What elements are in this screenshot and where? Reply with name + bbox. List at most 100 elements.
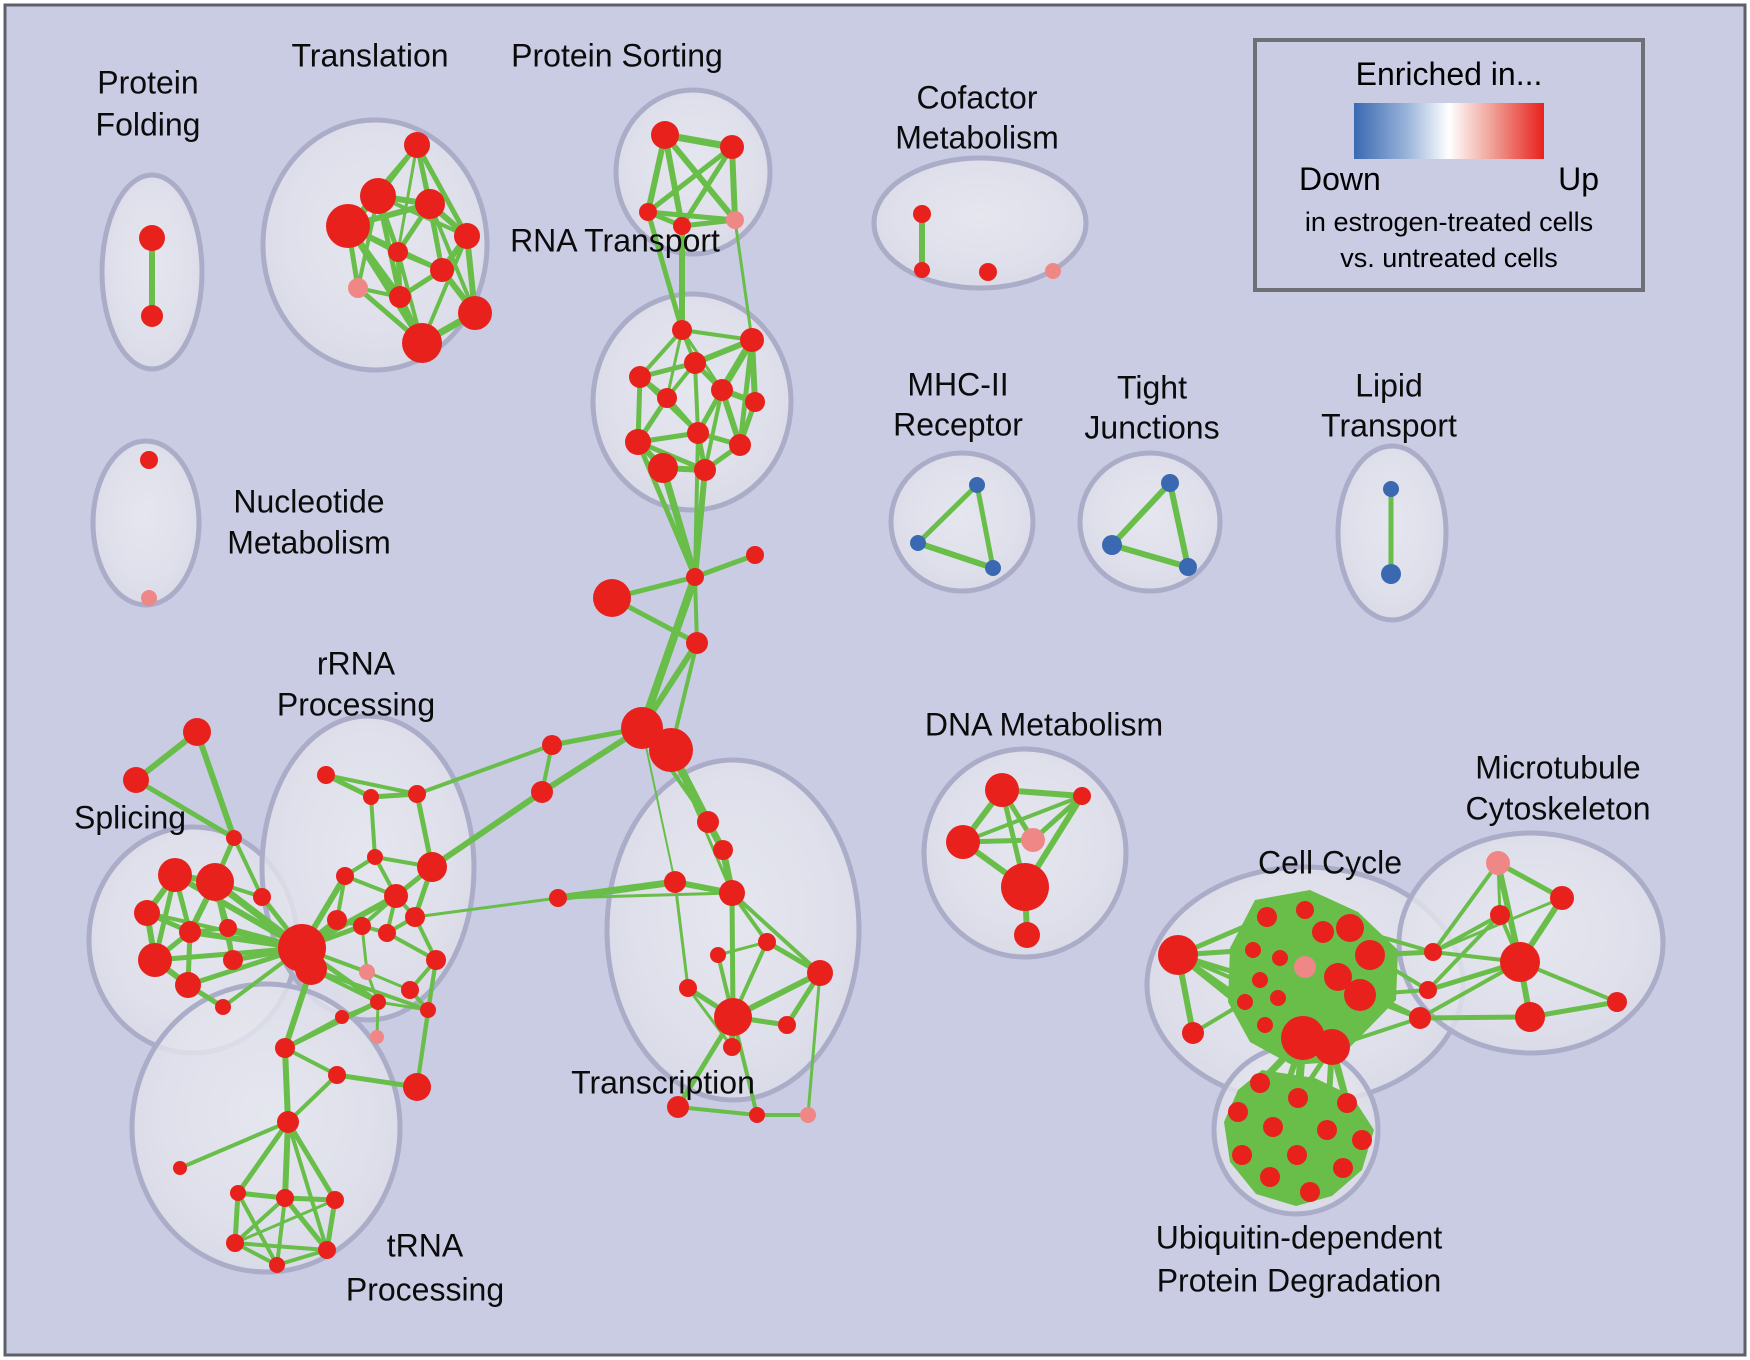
edge-rr11-b3 bbox=[414, 896, 559, 919]
cluster-ellipse-mhc-ii-receptor bbox=[888, 450, 1036, 594]
edge-r1-r7 bbox=[665, 329, 684, 399]
edge-tr4-tr9 bbox=[729, 892, 736, 1018]
cluster-labels-layer: Protein Folding Translation Protein Sorting… bbox=[74, 37, 1651, 1307]
node-tr5 bbox=[758, 933, 776, 951]
legend-caption-line2: vs. untreated cells bbox=[1340, 243, 1558, 273]
node-ps2 bbox=[720, 135, 744, 159]
node-s6 bbox=[138, 943, 172, 977]
node-rr6 bbox=[417, 852, 447, 882]
node-r4 bbox=[629, 366, 651, 388]
node-cc15 bbox=[1344, 979, 1376, 1011]
cluster-label-protein-sorting: Protein Sorting bbox=[511, 37, 723, 73]
node-hub2 bbox=[295, 953, 327, 985]
cluster-label-protein-folding: Protein bbox=[97, 64, 198, 100]
cluster-ellipse-tight-junctions bbox=[1077, 450, 1223, 594]
node-tr11 bbox=[723, 1038, 741, 1056]
node-cc18 bbox=[1314, 1029, 1350, 1065]
node-c2 bbox=[914, 262, 930, 278]
edge-tj1-tj2 bbox=[1109, 480, 1173, 548]
cluster-label-microtubule-cytoskeleton: Microtubule bbox=[1475, 749, 1640, 785]
edge-hub2-rr16 bbox=[310, 967, 429, 1012]
edge-st3-sl bbox=[232, 837, 264, 898]
cluster-label-rna-transport: RNA Transport bbox=[510, 222, 720, 258]
node-u9 bbox=[1287, 1145, 1307, 1165]
node-q1 bbox=[275, 1038, 295, 1058]
node-s4 bbox=[179, 921, 201, 943]
node-d5 bbox=[1001, 863, 1049, 911]
node-r8 bbox=[687, 422, 709, 444]
edge-th-tc bbox=[285, 1120, 338, 1202]
node-r3 bbox=[684, 352, 706, 374]
edge-st1-st3 bbox=[194, 731, 237, 839]
node-cc11 bbox=[1252, 972, 1268, 988]
node-tr12 bbox=[667, 1096, 689, 1118]
node-sl bbox=[253, 888, 271, 906]
node-mt6 bbox=[1607, 992, 1627, 1012]
node-s5 bbox=[219, 919, 237, 937]
cluster-label-lipid-transport: Transport bbox=[1321, 407, 1457, 443]
node-rr5 bbox=[336, 867, 354, 885]
node-b3 bbox=[549, 889, 567, 907]
edge-r2-r10 bbox=[737, 339, 755, 446]
node-c3 bbox=[979, 263, 997, 281]
edge-tj2-tj3 bbox=[1111, 542, 1189, 570]
node-r7 bbox=[657, 388, 677, 408]
node-d2 bbox=[1073, 787, 1091, 805]
node-rr15 bbox=[370, 994, 386, 1010]
node-u3 bbox=[1337, 1093, 1357, 1113]
edge-t1-t5 bbox=[414, 143, 470, 238]
node-cc10 bbox=[1355, 940, 1385, 970]
node-cc12 bbox=[1270, 990, 1286, 1006]
node-cj1 bbox=[1424, 943, 1442, 961]
cluster-label-ubiquitin-degradation: Protein Degradation bbox=[1157, 1262, 1442, 1298]
node-mt2 bbox=[1550, 886, 1574, 910]
edge-cj3-mt5 bbox=[1419, 1014, 1531, 1021]
legend: Enriched in... Down Up in estrogen-treat… bbox=[1253, 38, 1645, 292]
cluster-label-mhc-ii-receptor: Receptor bbox=[893, 406, 1023, 442]
node-n1 bbox=[140, 451, 158, 469]
edge-m1-m3 bbox=[974, 484, 996, 569]
cluster-label-cofactor-metabolism: Cofactor bbox=[917, 79, 1038, 115]
cluster-label-lipid-transport: Lipid bbox=[1355, 367, 1423, 403]
node-s7 bbox=[175, 972, 201, 998]
edge-th-tb bbox=[282, 1121, 291, 1199]
node-t1 bbox=[404, 132, 430, 158]
node-tr2 bbox=[713, 840, 733, 860]
edge-cj2-mt3 bbox=[1426, 913, 1502, 992]
edge-r5-r12 bbox=[703, 389, 724, 471]
cluster-label-translation: Translation bbox=[291, 37, 448, 73]
legend-up-label: Up bbox=[1558, 161, 1599, 197]
node-tr10 bbox=[778, 1016, 796, 1034]
cluster-label-tight-junctions: Junctions bbox=[1084, 409, 1219, 445]
node-ta bbox=[230, 1185, 246, 1201]
node-r2 bbox=[740, 328, 764, 352]
node-cc9 bbox=[1336, 914, 1364, 942]
edge-r8-j1 bbox=[693, 432, 700, 578]
node-cc4 bbox=[1296, 901, 1314, 919]
node-tb bbox=[276, 1189, 294, 1207]
node-rr7 bbox=[384, 884, 408, 908]
edge-tj1-tj3 bbox=[1167, 482, 1191, 568]
edge-q2-th bbox=[286, 1073, 339, 1124]
edge-tr11-tr8 bbox=[686, 987, 734, 1048]
cluster-label-cofactor-metabolism: Metabolism bbox=[895, 119, 1059, 155]
node-q4 bbox=[370, 1030, 384, 1044]
node-r9 bbox=[625, 429, 651, 455]
node-ps4 bbox=[673, 217, 691, 235]
node-l2 bbox=[1381, 564, 1401, 584]
legend-gradient-bar bbox=[1354, 103, 1544, 159]
node-rr14 bbox=[401, 981, 419, 999]
node-mt5 bbox=[1515, 1002, 1545, 1032]
node-u6 bbox=[1317, 1120, 1337, 1140]
cluster-label-rrna-processing: Processing bbox=[277, 686, 435, 722]
edge-r3-r8 bbox=[693, 362, 700, 434]
node-tr7 bbox=[807, 960, 833, 986]
node-c1 bbox=[913, 205, 931, 223]
node-pf2 bbox=[141, 305, 163, 327]
edge-rr17-q1 bbox=[284, 1015, 343, 1050]
edge-b3-tr4 bbox=[557, 891, 733, 900]
node-st1 bbox=[183, 718, 211, 746]
node-s2 bbox=[196, 863, 234, 901]
node-cc16 bbox=[1257, 1017, 1273, 1033]
